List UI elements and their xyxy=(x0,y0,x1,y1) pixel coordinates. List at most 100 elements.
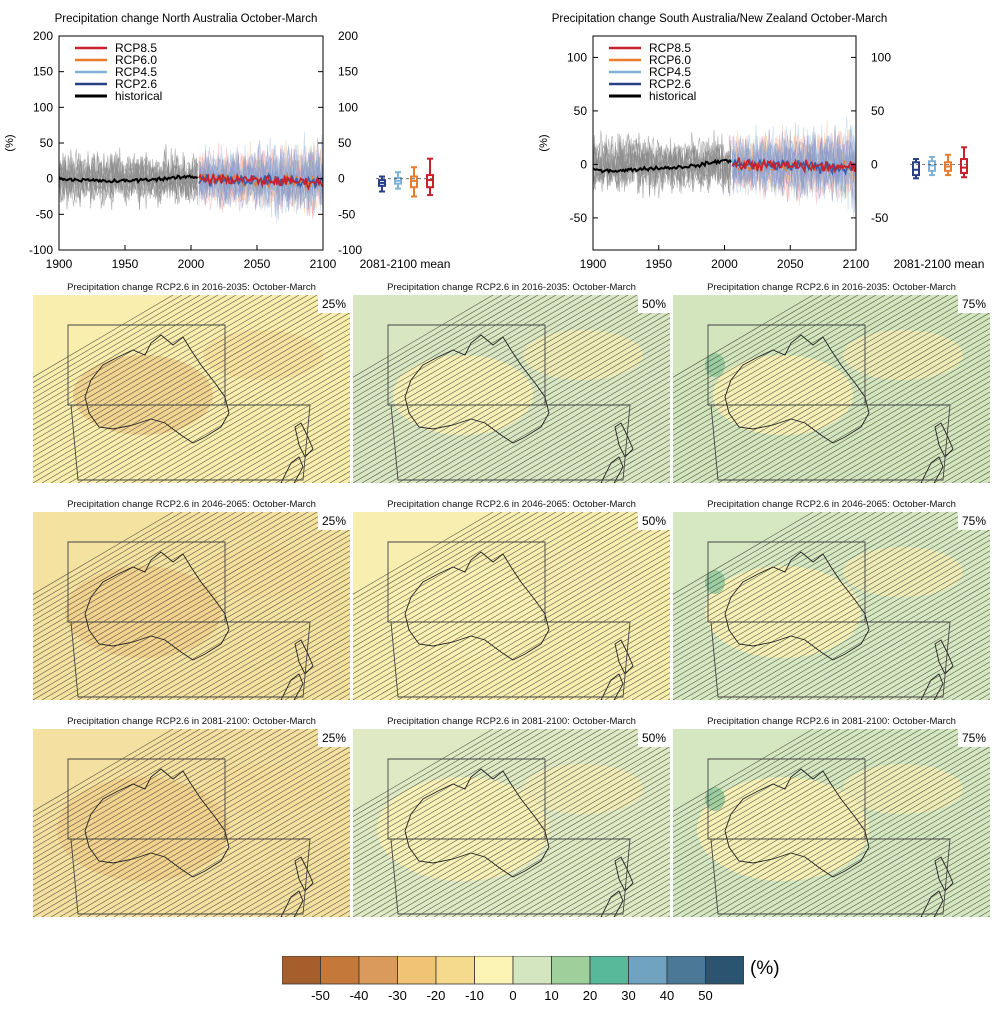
plot-frame xyxy=(592,35,857,251)
x-tick-label: 2000 xyxy=(178,257,205,271)
y-tick-label: 0 xyxy=(46,172,53,186)
map-title: Precipitation change RCP2.6 in 2016-2035… xyxy=(707,282,956,293)
colorbar-unit: (%) xyxy=(750,958,780,979)
y-tick-label-right: 150 xyxy=(338,65,358,79)
x-tick-label: 2100 xyxy=(843,257,870,271)
region-box-south xyxy=(710,838,951,915)
boxplot-box xyxy=(426,174,434,189)
map-panel: 25% xyxy=(33,729,350,917)
colorbar-segment xyxy=(512,956,552,985)
hatching xyxy=(33,729,350,917)
map-svg xyxy=(33,512,350,700)
plot-area xyxy=(59,131,323,224)
legend-label: RCP4.5 xyxy=(115,65,157,79)
percentile-badge: 50% xyxy=(637,729,670,747)
x-tick-label: 2100 xyxy=(310,257,337,271)
map-svg xyxy=(353,512,670,700)
map-panel: 75% xyxy=(673,729,990,917)
colorbar-tick-label: -40 xyxy=(349,988,369,1003)
map-shading xyxy=(73,355,213,435)
region-box-south xyxy=(390,838,631,915)
x-tick-label: 2000 xyxy=(711,257,738,271)
timeseries-chart-south-australia-nz: Precipitation change South Australia/New… xyxy=(538,13,985,271)
colorbar-segment xyxy=(435,956,475,985)
boxplot-box xyxy=(912,161,920,177)
hatching xyxy=(33,295,350,483)
colorbar-tick-label: 0 xyxy=(509,988,517,1003)
boxplot-label: 2081-2100 mean xyxy=(360,257,451,271)
region-box-south xyxy=(710,621,951,698)
new-zealand-coastline xyxy=(600,639,634,700)
chart-title: Precipitation change South Australia/New… xyxy=(552,13,888,25)
new-zealand-coastline xyxy=(920,639,954,700)
hatching xyxy=(673,512,990,700)
colorbar-segment xyxy=(551,956,591,985)
y-tick-label-right: 100 xyxy=(338,100,358,114)
map-svg xyxy=(673,295,990,483)
map-shading xyxy=(385,566,541,658)
historical-member-line xyxy=(59,147,198,202)
colorbar xyxy=(282,956,744,985)
historical-member-line xyxy=(593,134,732,194)
map-panel: 75% xyxy=(673,295,990,483)
timeseries-chart-north-australia: Precipitation change North Australia Oct… xyxy=(4,13,451,271)
x-tick-label: 2050 xyxy=(244,257,271,271)
x-tick-label: 1900 xyxy=(46,257,73,271)
hatching xyxy=(353,295,670,483)
y-tick-label: -50 xyxy=(570,211,588,225)
map-title: Precipitation change RCP2.6 in 2046-2065… xyxy=(387,499,636,510)
map-panel: 25% xyxy=(33,512,350,700)
hatching xyxy=(673,729,990,917)
hatching xyxy=(353,512,670,700)
colorbar-segment xyxy=(320,956,360,985)
map-shading xyxy=(393,355,533,435)
y-tick-label: -50 xyxy=(36,207,54,221)
colorbar-tick-label: 20 xyxy=(582,988,598,1003)
y-tick-label-right: 50 xyxy=(338,136,352,150)
map-shading xyxy=(713,355,853,435)
x-tick-label: 1950 xyxy=(112,257,139,271)
map-svg xyxy=(353,295,670,483)
scenario-member-line xyxy=(732,126,856,209)
legend-label: RCP8.5 xyxy=(115,41,157,55)
new-zealand-coastline xyxy=(920,856,954,917)
colorbar-segment xyxy=(397,956,437,985)
hatching xyxy=(33,512,350,700)
map-title: Precipitation change RCP2.6 in 2046-2065… xyxy=(707,499,956,510)
new-zealand-coastline xyxy=(600,856,634,917)
map-title: Precipitation change RCP2.6 in 2046-2065… xyxy=(67,499,316,510)
map-title: Precipitation change RCP2.6 in 2081-2100… xyxy=(67,716,316,727)
scenario-member-line xyxy=(198,146,323,217)
map-shading xyxy=(705,566,861,658)
map-title: Precipitation change RCP2.6 in 2081-2100… xyxy=(707,716,956,727)
map-svg xyxy=(33,729,350,917)
colorbar-segment xyxy=(705,956,744,985)
region-box-south xyxy=(70,621,311,698)
map-svg xyxy=(673,512,990,700)
scenario-mean-line xyxy=(198,172,323,192)
plot-frame xyxy=(58,35,324,251)
plot-area xyxy=(593,115,856,217)
map-panel: 50% xyxy=(353,512,670,700)
x-tick-label: 2050 xyxy=(777,257,804,271)
boxplot-label: 2081-2100 mean xyxy=(894,257,985,271)
map-title: Precipitation change RCP2.6 in 2081-2100… xyxy=(387,716,636,727)
colorbar-segment xyxy=(358,956,398,985)
new-zealand-coastline xyxy=(280,639,314,700)
y-tick-label: 50 xyxy=(574,104,588,118)
legend-label: RCP4.5 xyxy=(649,65,691,79)
map-panel: 25% xyxy=(33,295,350,483)
region-box-south xyxy=(70,404,311,481)
colorbar-tick-label: -20 xyxy=(426,988,446,1003)
scenario-member-line xyxy=(732,125,856,199)
y-tick-label-right: 0 xyxy=(871,157,878,171)
percentile-badge: 75% xyxy=(957,512,990,530)
legend-label: historical xyxy=(115,89,162,103)
colorbar-segment xyxy=(474,956,514,985)
region-box-south xyxy=(70,838,311,915)
y-tick-label-right: -100 xyxy=(338,243,362,257)
y-axis-label: (%) xyxy=(538,134,550,151)
legend-label: RCP2.6 xyxy=(649,77,691,91)
colorbar-segment xyxy=(666,956,706,985)
new-zealand-coastline xyxy=(280,856,314,917)
